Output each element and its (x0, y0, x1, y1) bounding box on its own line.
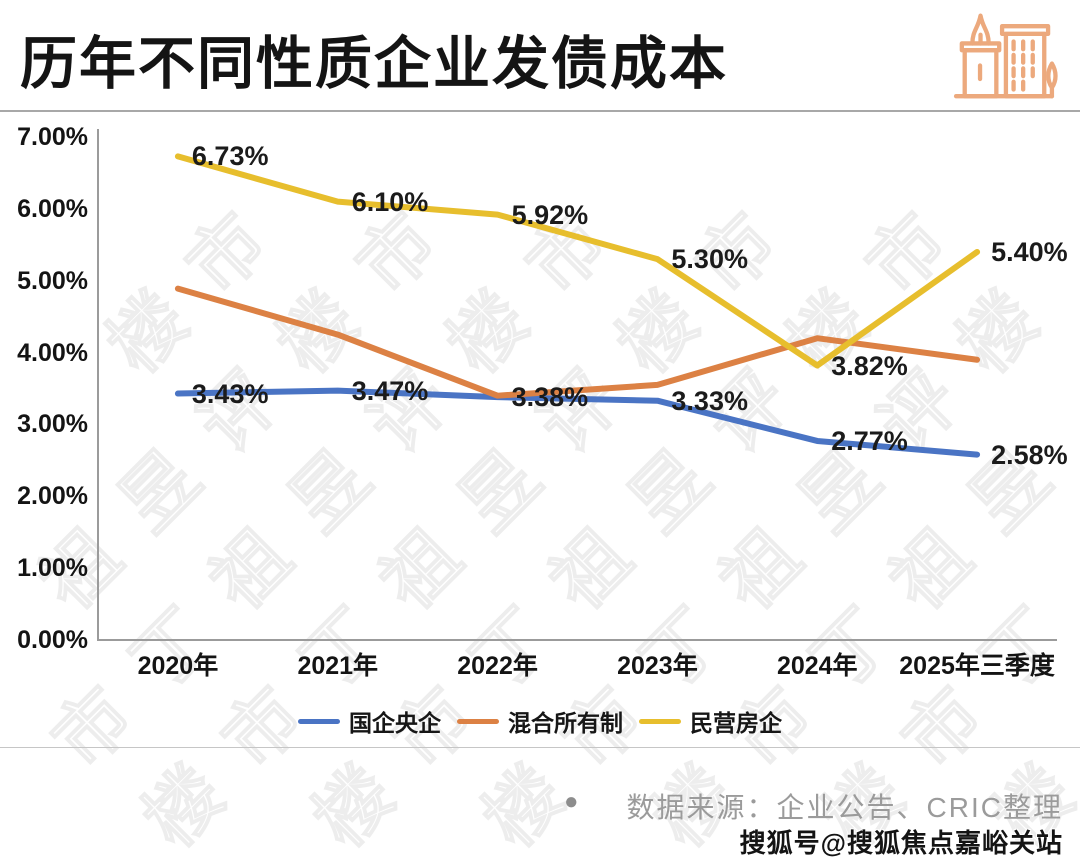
sohu-watermark-text: 搜狐号@搜狐焦点嘉峪关站 (739, 828, 1063, 857)
data-source-text: 数据来源：企业公告、CRIC整理 (626, 792, 1063, 823)
page-title: 历年不同性质企业发债成本 (20, 32, 728, 96)
series-line-0 (174, 387, 981, 458)
chart-axes (97, 129, 1057, 641)
series-line-1 (174, 285, 981, 399)
data-label: 3.38% (511, 382, 589, 413)
data-label: 6.73% (191, 141, 269, 172)
x-tick-label: 2022年 (457, 652, 538, 680)
data-label: 3.43% (191, 378, 269, 409)
y-tick-label: 4.00% (17, 338, 88, 367)
legend-item: 国企央企 (298, 704, 441, 738)
source-bullet-icon: ● (564, 788, 579, 815)
y-tick-label: 5.00% (17, 266, 88, 295)
data-label: 3.33% (671, 385, 748, 416)
legend-swatch-icon (457, 718, 499, 724)
title-separator (0, 110, 1080, 112)
x-tick-label: 2024年 (776, 652, 858, 680)
legend-item: 民营房企 (639, 704, 782, 738)
legend-swatch-icon (639, 718, 681, 724)
x-tick-label: 2021年 (297, 652, 379, 680)
y-tick-label: 3.00% (17, 410, 88, 439)
legend-label: 混合所有制 (508, 710, 623, 736)
x-tick-label: 2023年 (617, 652, 698, 680)
data-label: 6.10% (351, 186, 429, 217)
y-tick-label: 0.00% (17, 626, 88, 654)
y-tick-label: 2.00% (17, 482, 88, 511)
legend-label: 民营房企 (690, 710, 782, 736)
footer-separator (0, 747, 1080, 748)
series-line-2 (174, 153, 981, 369)
legend-label: 国企央企 (349, 710, 441, 736)
data-label: 5.30% (671, 244, 748, 275)
data-label: 3.82% (831, 350, 908, 381)
y-tick-label: 7.00% (17, 123, 88, 151)
legend-item: 混合所有制 (457, 704, 623, 738)
y-tick-label: 6.00% (17, 194, 88, 223)
data-label: 2.77% (831, 425, 908, 456)
y-tick-label: 1.00% (17, 554, 88, 583)
legend-swatch-icon (298, 718, 340, 724)
data-label: 2.58% (991, 439, 1068, 470)
x-tick-label: 2020年 (137, 652, 219, 680)
data-label: 5.40% (991, 236, 1068, 267)
data-label: 5.92% (511, 199, 589, 230)
chart-legend: 国企央企 混合所有制 民营房企 (0, 704, 1080, 738)
data-label: 3.47% (351, 375, 429, 406)
x-tick-label: 2025年三季度 (899, 652, 1055, 680)
buildings-icon (948, 8, 1060, 100)
